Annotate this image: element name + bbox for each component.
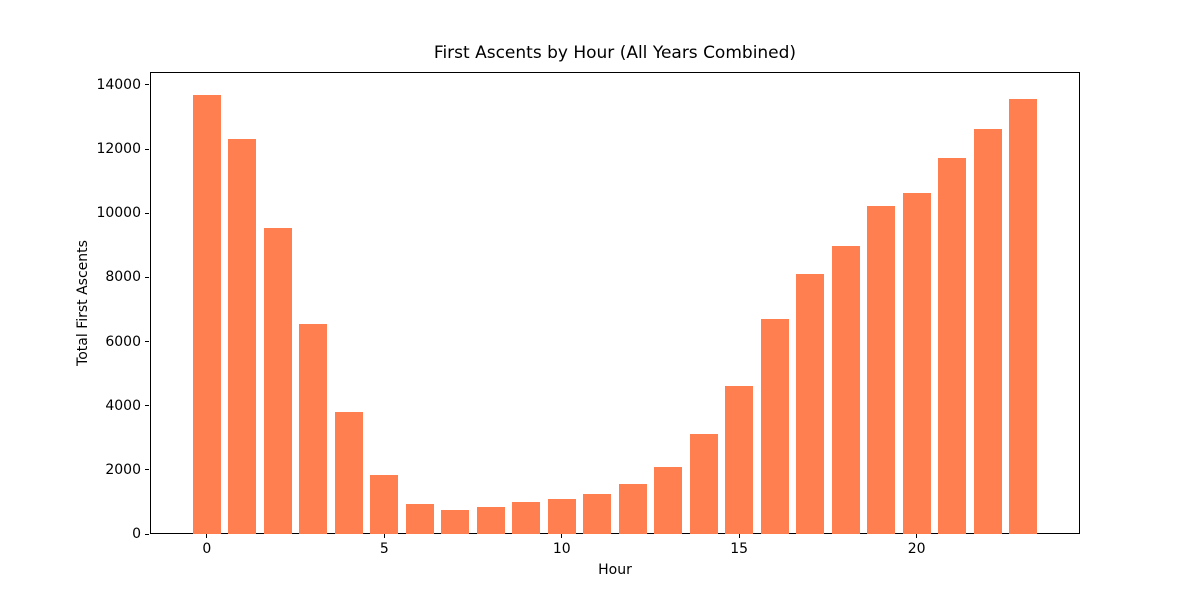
bar-hour-5 [370, 475, 399, 534]
y-tick-label-12000: 12000 [96, 141, 141, 157]
y-tick-mark-10000 [145, 212, 149, 214]
chart-title: First Ascents by Hour (All Years Combine… [433, 43, 797, 63]
bar-hour-12 [618, 484, 647, 534]
bar-hour-1 [228, 139, 257, 534]
bar-hour-13 [654, 466, 683, 534]
bar-hour-23 [1009, 98, 1038, 534]
y-tick-mark-6000 [145, 341, 149, 342]
x-tick-mark-0 [206, 534, 208, 538]
y-tick-mark-8000 [145, 276, 149, 278]
x-tick-mark-20 [916, 534, 918, 538]
bar-hour-2 [263, 227, 292, 534]
x-tick-label-5: 5 [379, 541, 389, 557]
bar-hour-3 [299, 323, 328, 534]
bar-hour-11 [583, 494, 612, 534]
y-tick-mark-2000 [145, 469, 149, 471]
bar-hour-16 [760, 319, 789, 534]
x-tick-label-20: 20 [907, 541, 926, 557]
y-tick-label-4000: 4000 [105, 397, 141, 414]
bar-hour-7 [441, 509, 470, 534]
x-axis-label: Hour [598, 562, 632, 578]
bar-hour-22 [973, 129, 1002, 534]
bar-hour-10 [547, 498, 576, 534]
y-tick-mark-4000 [145, 405, 149, 407]
bar-hour-17 [796, 273, 825, 534]
y-tick-mark-14000 [145, 84, 149, 86]
y-tick-label-8000: 8000 [105, 269, 141, 286]
x-tick-label-10: 10 [552, 541, 571, 557]
bar-hour-19 [867, 205, 896, 534]
y-tick-label-0: 0 [132, 526, 141, 542]
x-tick-mark-15 [738, 534, 740, 538]
bar-hour-21 [938, 158, 967, 534]
y-tick-mark-12000 [145, 148, 149, 150]
bar-hour-9 [512, 501, 541, 534]
bar-hour-18 [831, 245, 860, 534]
bar-hour-0 [192, 94, 221, 534]
x-tick-label-0: 0 [202, 541, 212, 557]
y-tick-label-10000: 10000 [96, 205, 141, 222]
bar-hour-20 [902, 193, 931, 534]
y-tick-mark-0 [145, 533, 149, 535]
y-tick-label-2000: 2000 [105, 461, 141, 478]
x-tick-label-15: 15 [730, 541, 749, 557]
y-tick-label-6000: 6000 [105, 333, 141, 350]
bar-hour-8 [476, 506, 505, 534]
y-tick-label-14000: 14000 [96, 76, 141, 93]
bar-hour-14 [689, 433, 718, 534]
x-tick-mark-10 [561, 534, 563, 538]
bar-hour-4 [334, 412, 363, 534]
bar-hour-15 [725, 386, 754, 534]
bar-hour-6 [405, 504, 434, 534]
x-tick-mark-5 [383, 534, 385, 538]
